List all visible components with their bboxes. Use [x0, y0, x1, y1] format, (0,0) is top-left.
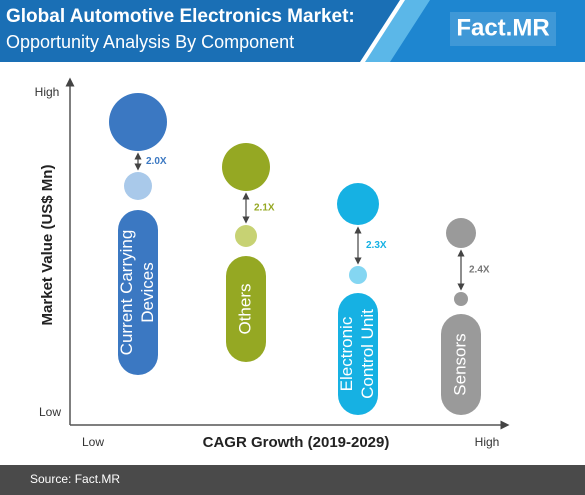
source: Source: Fact.MR: [30, 472, 120, 486]
x-low: Low: [82, 435, 104, 449]
large-bubble: [222, 143, 270, 191]
large-bubble: [337, 183, 379, 225]
component-pill: [226, 256, 266, 362]
y-high: High: [35, 85, 60, 99]
logo-box: [450, 12, 556, 46]
large-bubble: [446, 218, 476, 248]
small-bubble: [349, 266, 367, 284]
component-label: Others: [235, 283, 254, 334]
component-label: Sensors: [450, 333, 469, 395]
component-label: Electronic: [337, 316, 356, 391]
component-pill: [441, 314, 481, 415]
small-bubble: [454, 292, 468, 306]
y-axis-title: Market Value (US$ Mn): [39, 165, 56, 326]
title: Global Automotive Electronics Market:: [6, 6, 355, 27]
header-accent-2: [390, 0, 585, 62]
footer-bar: [0, 465, 585, 495]
subtitle: Opportunity Analysis By Component: [6, 32, 294, 52]
component-label: Control Unit: [358, 309, 377, 399]
growth-ratio: 2.4X: [469, 265, 490, 276]
component-pill: [338, 293, 378, 415]
header-band: [0, 0, 400, 62]
growth-ratio: 2.1X: [254, 203, 275, 214]
small-bubble: [235, 225, 257, 247]
small-bubble: [124, 172, 152, 200]
component-label: Current Carrying: [117, 230, 136, 356]
x-high: High: [475, 435, 500, 449]
growth-ratio: 2.0X: [146, 156, 167, 167]
logo: Fact.MR: [456, 14, 549, 41]
component-label: Devices: [138, 262, 157, 322]
x-axis-title: CAGR Growth (2019-2029): [203, 434, 390, 451]
component-pill: [118, 210, 158, 375]
large-bubble: [109, 93, 167, 151]
y-low: Low: [39, 405, 61, 419]
growth-ratio: 2.3X: [366, 240, 387, 251]
